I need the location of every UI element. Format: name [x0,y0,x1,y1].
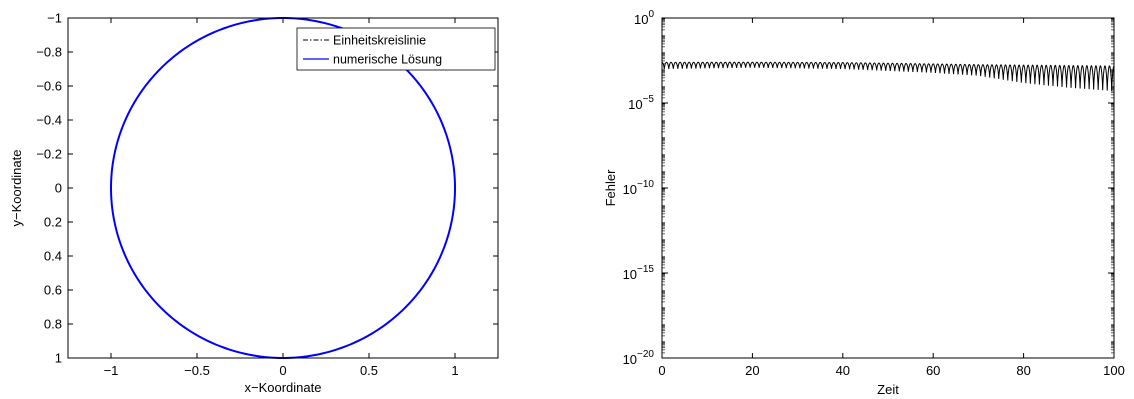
legend-label-numerical: numerische Lösung [333,53,442,67]
legend: Einheitskreislinie numerische Lösung [296,27,496,71]
x-tick-label: −0.5 [184,363,210,378]
x-tick-label: 0 [658,363,665,378]
y-tick-label: 0 [55,181,62,196]
legend-box [296,27,496,71]
y-tick-label: 10−15 [623,264,655,282]
x-axis-label: x−Koordinate [245,380,322,395]
error-line [661,61,1115,91]
x-tick-label: 0.5 [360,363,378,378]
y-tick-label: −0.2 [36,147,62,162]
y-tick-label: 0.4 [44,249,62,264]
y-tick-label: −1 [47,11,62,26]
x-tick-label: 40 [836,363,850,378]
circle-plot-frame [67,17,499,359]
x-tick-label: 20 [745,363,759,378]
x-axis-label: Zeit [877,382,899,397]
circle-plot-ticks: −1 −0.5 0 0.5 1 −1 −0.8 −0.6 −0.4 −0.2 0 0.2 0.4 0.6 0… [36,11,498,378]
error-plot-frame [661,17,1115,359]
x-tick-label: 80 [1016,363,1030,378]
y-tick-label: −0.6 [36,79,62,94]
x-tick-label: 1 [451,363,458,378]
y-tick-label: 10−5 [628,94,654,112]
circle-plot-area [68,18,498,358]
x-tick-label: 60 [926,363,940,378]
circle-plot: −1 −0.5 0 0.5 1 −1 −0.8 −0.6 −0.4 −0.2 0 0.2 0.4 0.6 0… [9,11,499,395]
x-tick-label: 100 [1103,363,1125,378]
y-tick-label: 1 [55,351,62,366]
legend-label-unit-circle: Einheitskreislinie [333,34,426,48]
x-tick-label: −1 [104,363,119,378]
y-tick-label: 10−10 [623,179,655,197]
x-tick-label: 0 [279,363,286,378]
y-axis-label: y−Koordinate [9,150,24,227]
y-tick-label: 10−20 [623,349,655,367]
error-plot-ticks: 0 20 40 60 80 100 10−20 10−15 10−10 10−5 100 [623,9,1125,378]
y-tick-label: 0.8 [44,317,62,332]
y-tick-label: 0.6 [44,283,62,298]
y-tick-label: 100 [634,9,654,27]
error-plot-area [662,18,1114,358]
y-axis-label: Fehler [603,169,618,207]
y-tick-label: −0.8 [36,45,62,60]
y-tick-label: 0.2 [44,215,62,230]
y-tick-label: −0.4 [36,113,62,128]
